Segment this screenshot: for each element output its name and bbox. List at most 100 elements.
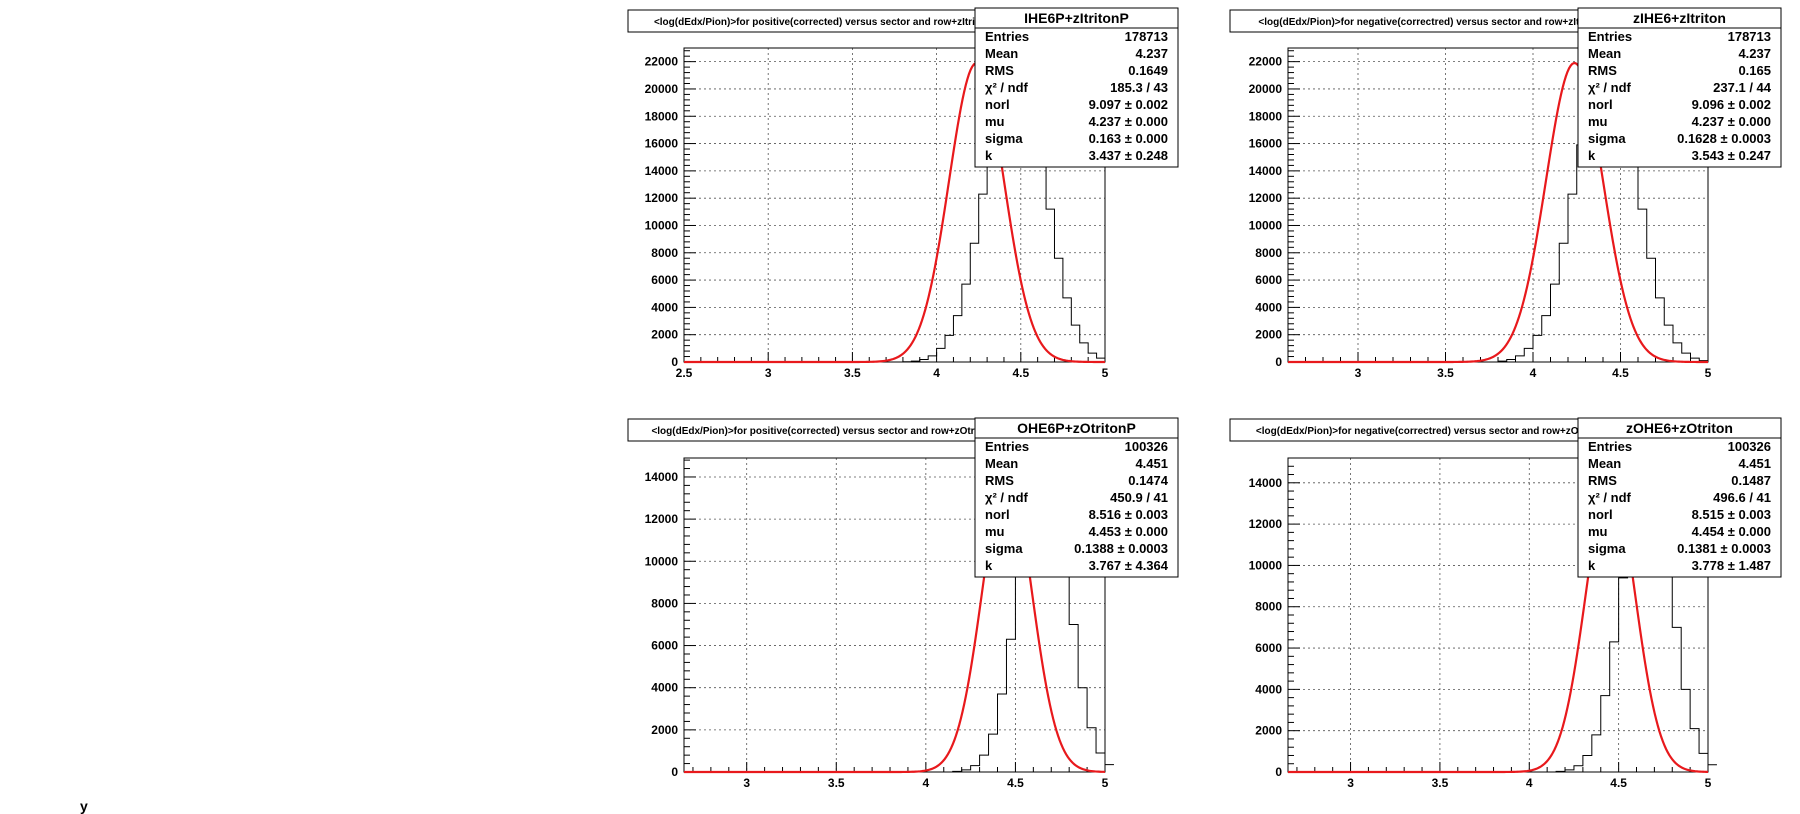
stats-label: Entries	[1588, 439, 1632, 454]
stats-value: 4.237 ± 0.000	[1089, 114, 1168, 129]
x-tick-label: 5	[1102, 776, 1109, 790]
stats-label: χ² / ndf	[985, 80, 1029, 95]
stats-label: Entries	[985, 439, 1029, 454]
stats-box	[974, 417, 1179, 578]
y-tick-label: 2000	[651, 723, 678, 737]
stats-value: 0.1649	[1128, 63, 1168, 78]
y-tick-label: 4000	[1255, 682, 1282, 696]
stats-label: Mean	[985, 46, 1018, 61]
chart-panel-2: 0 2000 4000 6000 8000 10000 12000 14000 16000 180…	[1229, 7, 1782, 380]
y-tick-label: 8000	[1255, 600, 1282, 614]
y-tick-label: 12000	[1249, 191, 1283, 205]
stats-label: RMS	[1588, 63, 1617, 78]
stats-value: 8.516 ± 0.003	[1089, 507, 1168, 522]
stats-label: mu	[1588, 114, 1608, 129]
y-tick-label: 16000	[1249, 137, 1283, 151]
x-tick-label: 2.5	[676, 366, 693, 380]
stats-value: 4.453 ± 0.000	[1089, 524, 1168, 539]
y-tick-label: 10000	[645, 554, 679, 568]
y-tick-label: 14000	[645, 470, 679, 484]
stats-value: 3.437 ± 0.248	[1089, 148, 1168, 163]
stats-label: k	[985, 148, 993, 163]
y-tick-label: 20000	[645, 82, 679, 96]
stats-value: 0.165	[1738, 63, 1771, 78]
stats-label: Mean	[985, 456, 1018, 471]
stats-value: 9.097 ± 0.002	[1089, 97, 1168, 112]
x-tick-label: 4.5	[1610, 776, 1627, 790]
stats-label: k	[985, 558, 993, 573]
y-tick-label: 18000	[645, 109, 679, 123]
y-tick-label: 4000	[651, 300, 678, 314]
fit-curve	[1288, 477, 1709, 774]
stats-label: mu	[1588, 524, 1608, 539]
stats-box	[1577, 417, 1782, 578]
stats-value: 8.515 ± 0.003	[1692, 507, 1771, 522]
stats-label: sigma	[1588, 131, 1626, 146]
y-tick-label: 16000	[645, 137, 679, 151]
stats-label: RMS	[985, 63, 1014, 78]
y-tick-label: 14000	[645, 164, 679, 178]
stats-value: 237.1 / 44	[1713, 80, 1772, 95]
y-tick-label: 22000	[1249, 55, 1283, 69]
stats-label: k	[1588, 148, 1596, 163]
stats-name: zOHE6+zOtriton	[1626, 420, 1733, 436]
y-tick-label: 10000	[1249, 558, 1283, 572]
chart-title: <log(dEdx/Pion)>for negative(correctred)…	[1258, 17, 1601, 28]
stats-label: mu	[985, 524, 1005, 539]
stats-label: RMS	[1588, 473, 1617, 488]
stats-box	[1577, 7, 1782, 168]
stats-label: norl	[1588, 507, 1613, 522]
y-tick-label: 6000	[1255, 641, 1282, 655]
x-tick-label: 4.5	[1012, 366, 1029, 380]
stats-label: Entries	[1588, 29, 1632, 44]
y-tick-label: 8000	[1255, 246, 1282, 260]
y-tick-label: 12000	[645, 191, 679, 205]
y-tick-label: 8000	[651, 596, 678, 610]
stats-label: norl	[985, 507, 1010, 522]
stats-value: 4.237	[1135, 46, 1168, 61]
y-tick-label: 12000	[645, 512, 679, 526]
stats-name: IHE6P+zItritonP	[1024, 10, 1129, 26]
y-tick-label: 0	[671, 765, 678, 779]
y-tick-label: 12000	[1249, 517, 1283, 531]
stats-value: 450.9 / 41	[1110, 490, 1168, 505]
x-tick-label: 5	[1102, 366, 1109, 380]
x-tick-label: 4	[933, 366, 940, 380]
stats-value: 185.3 / 43	[1110, 80, 1168, 95]
stats-label: sigma	[985, 541, 1023, 556]
y-tick-label: 2000	[1255, 724, 1282, 738]
stats-value: 178713	[1728, 29, 1771, 44]
stats-value: 0.1474	[1128, 473, 1169, 488]
chart-panel-3: 0 2000 4000 6000 8000 10000 12000 14000 3 3.5 4 4.5…	[627, 417, 1179, 790]
stats-value: 4.451	[1135, 456, 1168, 471]
x-tick-label: 3.5	[844, 366, 861, 380]
x-tick-label: 3	[765, 366, 772, 380]
stats-value: 0.1388 ± 0.0003	[1074, 541, 1168, 556]
fit-curve	[1288, 61, 1708, 364]
y-tick-label: 18000	[1249, 109, 1283, 123]
y-tick-label: 0	[1275, 355, 1282, 369]
stats-value: 4.454 ± 0.000	[1692, 524, 1771, 539]
y-tick-label: 22000	[645, 55, 679, 69]
y-tick-label: 20000	[1249, 82, 1283, 96]
stats-label: Mean	[1588, 456, 1621, 471]
x-tick-label: 5	[1705, 366, 1712, 380]
stats-value: 0.1628 ± 0.0003	[1677, 131, 1771, 146]
y-tick-label: 4000	[651, 681, 678, 695]
stats-value: 4.451	[1738, 456, 1771, 471]
fit-curve	[684, 473, 1106, 774]
stats-value: 4.237 ± 0.000	[1692, 114, 1771, 129]
y-tick-label: 2000	[1255, 328, 1282, 342]
stats-value: 178713	[1125, 29, 1168, 44]
x-tick-label: 4.5	[1612, 366, 1629, 380]
chart-title: <log(dEdx/Pion)>for negative(correctred)…	[1256, 426, 1604, 437]
stats-label: χ² / ndf	[1588, 490, 1632, 505]
y-tick-label: 2000	[651, 328, 678, 342]
stats-label: Mean	[1588, 46, 1621, 61]
chart-title: <log(dEdx/Pion)>for positive(corrected) …	[654, 17, 997, 28]
y-tick-label: 0	[1275, 765, 1282, 779]
corner-glyph: y	[80, 798, 88, 814]
stats-value: 3.767 ± 4.364	[1089, 558, 1169, 573]
y-tick-label: 14000	[1249, 476, 1283, 490]
